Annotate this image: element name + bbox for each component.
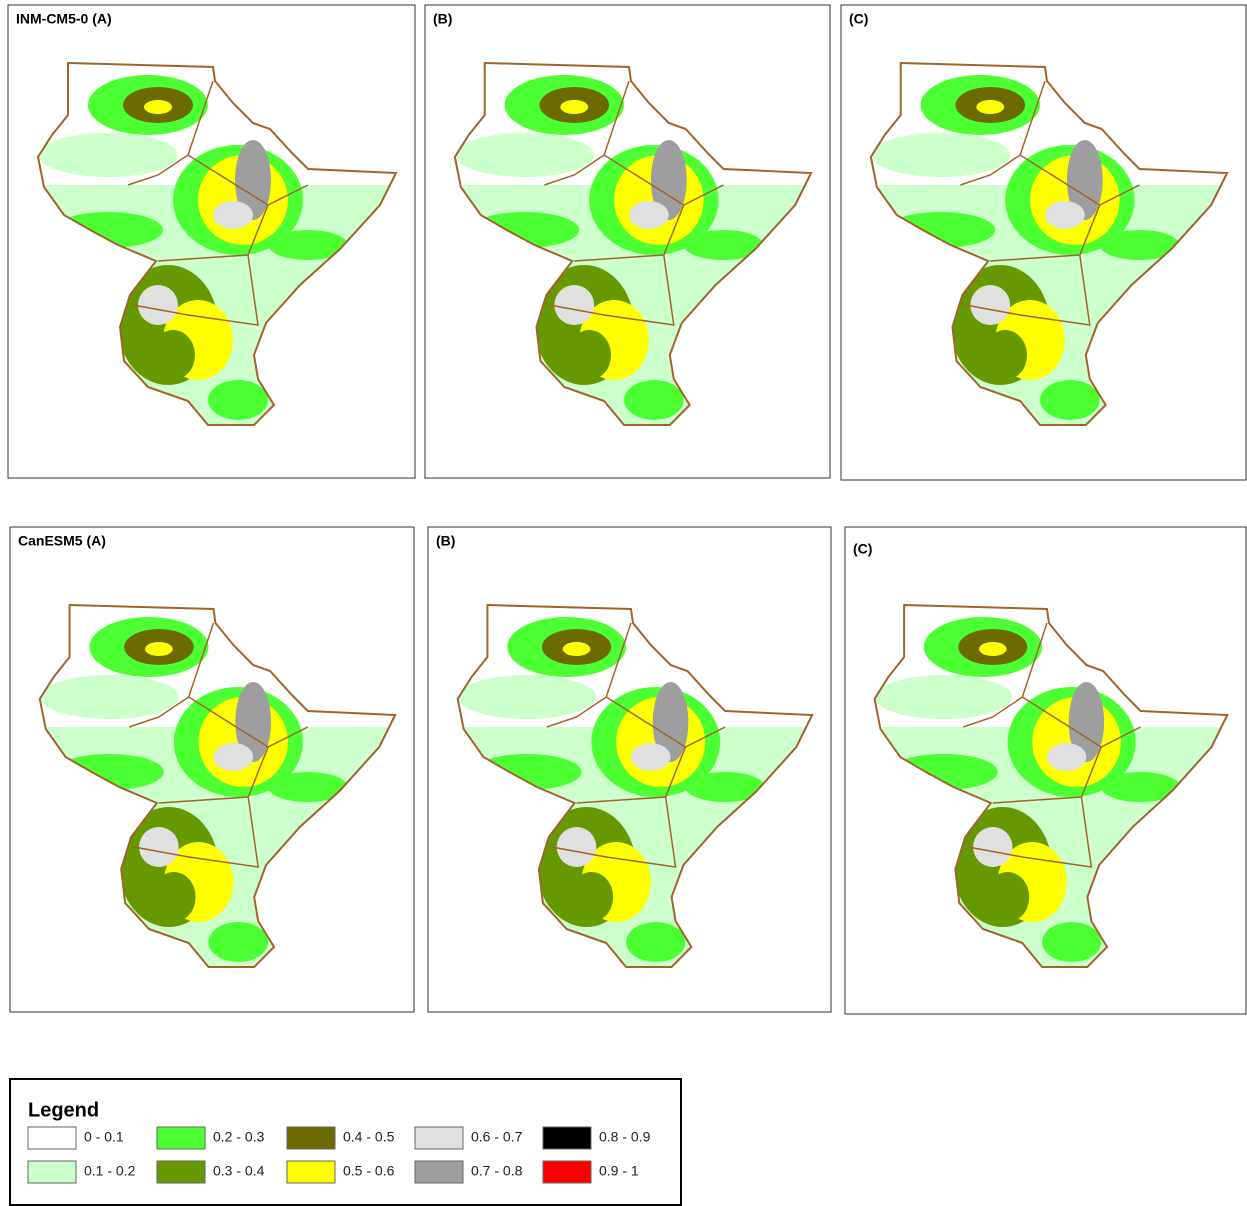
panel-label: CanESM5 (A)	[18, 533, 106, 549]
legend-swatch	[543, 1161, 591, 1183]
panel-label: (C)	[849, 11, 868, 27]
legend-label: 0.5 - 0.6	[343, 1163, 395, 1179]
legend-label: 0.3 - 0.4	[213, 1163, 265, 1179]
legend-label: 0.8 - 0.9	[599, 1129, 651, 1145]
legend-swatch	[157, 1161, 205, 1183]
legend-swatch	[28, 1127, 76, 1149]
legend-swatch	[415, 1127, 463, 1149]
panel-label: (B)	[436, 533, 455, 549]
panel-label: (B)	[433, 11, 452, 27]
legend-label: 0 - 0.1	[84, 1129, 124, 1145]
legend-label: 0.9 - 1	[599, 1163, 639, 1179]
legend-swatch	[415, 1161, 463, 1183]
figure: INM-CM5-0 (A) (B) (C) CanESM5 (A) (B) (C) Lege…	[0, 0, 1247, 1206]
legend-label: 0.7 - 0.8	[471, 1163, 523, 1179]
legend-swatch	[28, 1161, 76, 1183]
legend-swatch	[287, 1161, 335, 1183]
legend-title: Legend	[28, 1099, 99, 1121]
panel-label: (C)	[853, 541, 872, 557]
panel-label: INM-CM5-0 (A)	[16, 11, 112, 27]
legend-swatch	[157, 1127, 205, 1149]
legend-label: 0.1 - 0.2	[84, 1163, 136, 1179]
legend-label: 0.6 - 0.7	[471, 1129, 523, 1145]
legend-swatch	[543, 1127, 591, 1149]
legend-label: 0.2 - 0.3	[213, 1129, 265, 1145]
legend-label: 0.4 - 0.5	[343, 1129, 395, 1145]
legend-swatch	[287, 1127, 335, 1149]
